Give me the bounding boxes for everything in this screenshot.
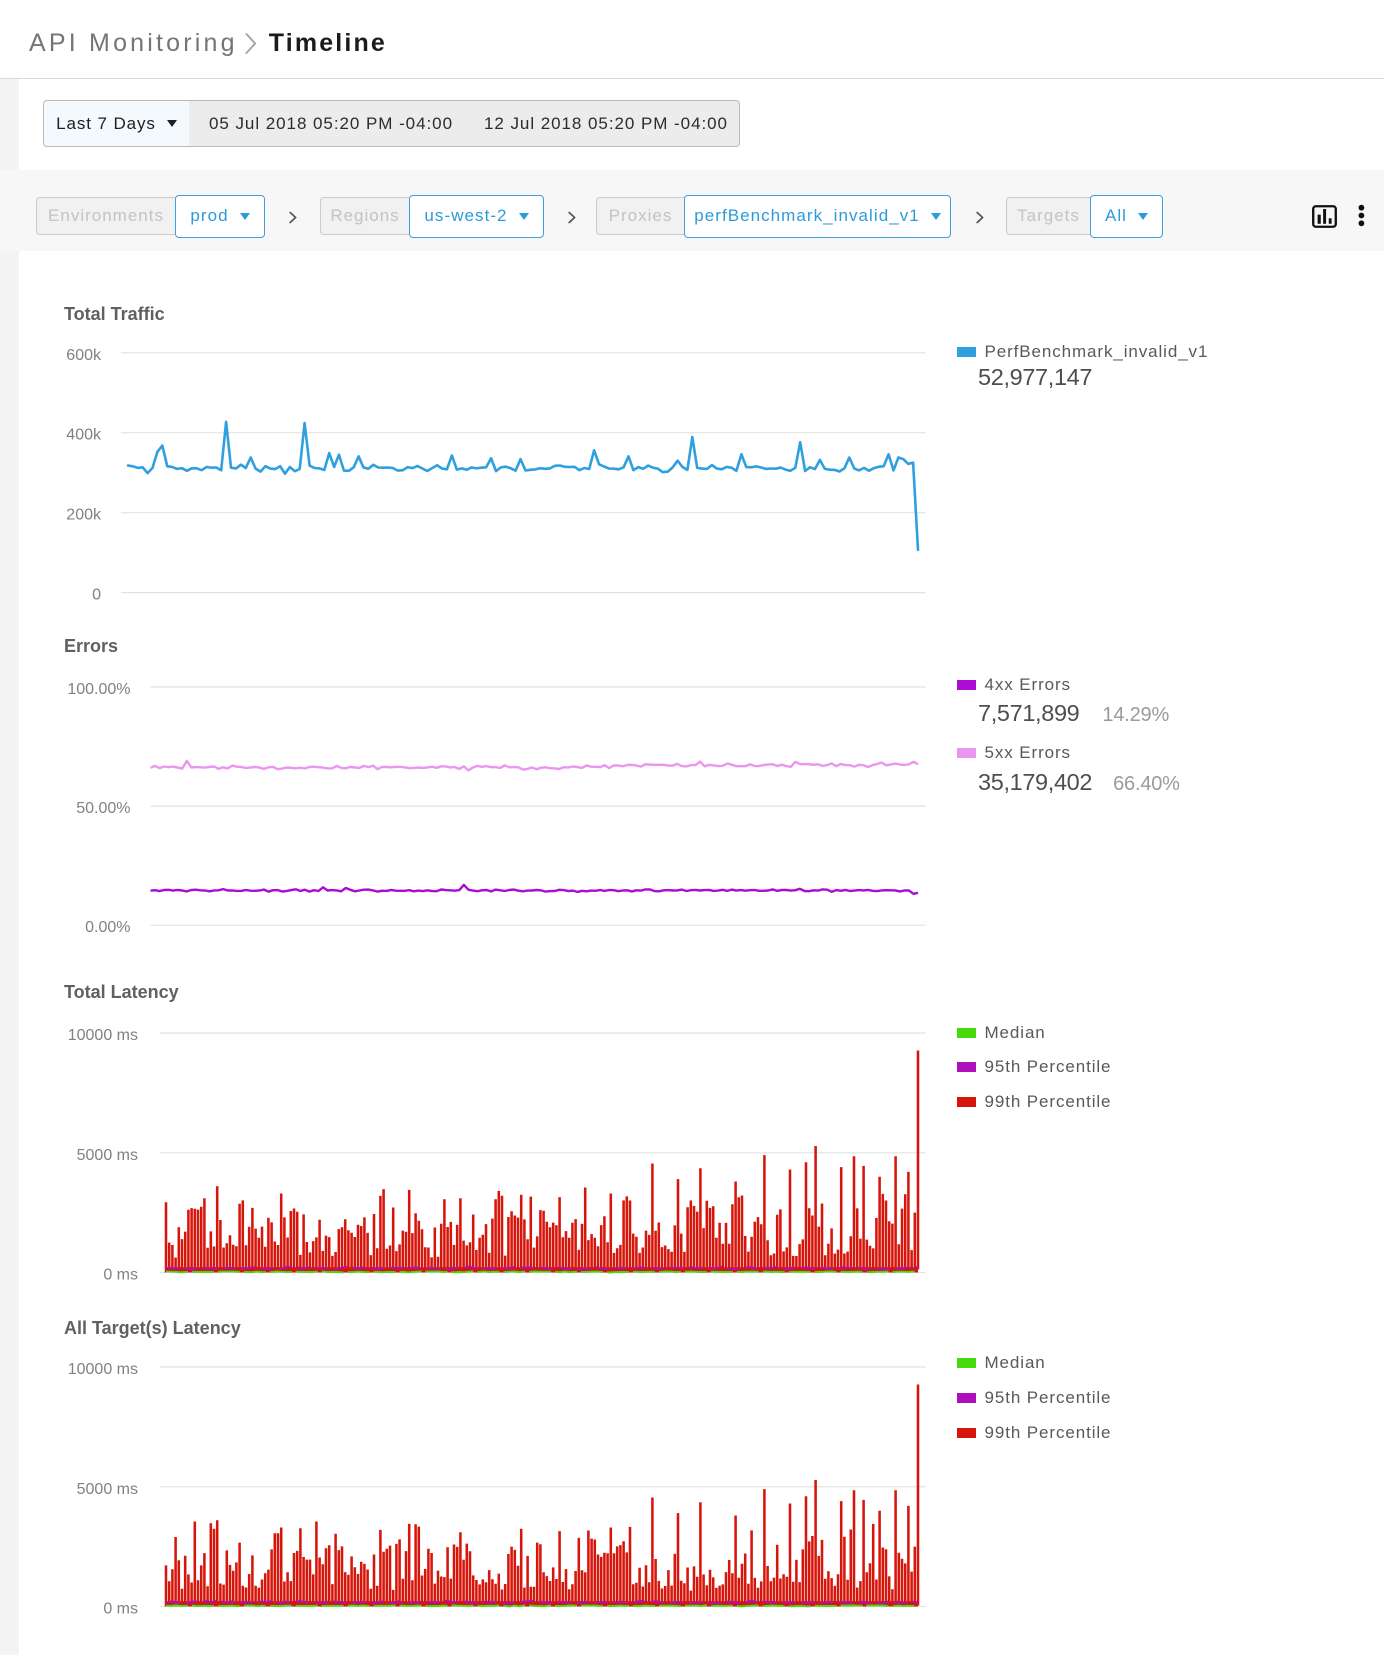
- svg-text:0 ms: 0 ms: [103, 1267, 138, 1284]
- svg-text:0.00%: 0.00%: [85, 919, 130, 936]
- svg-text:5000 ms: 5000 ms: [77, 1147, 138, 1164]
- svg-text:600k: 600k: [66, 347, 102, 364]
- svg-text:400k: 400k: [66, 427, 102, 444]
- svg-text:50.00%: 50.00%: [76, 800, 130, 817]
- svg-text:10000 ms: 10000 ms: [68, 1027, 138, 1044]
- svg-text:100.00%: 100.00%: [67, 681, 130, 698]
- svg-text:5000 ms: 5000 ms: [77, 1481, 138, 1498]
- svg-text:10000 ms: 10000 ms: [68, 1361, 138, 1378]
- svg-text:0: 0: [92, 587, 101, 604]
- svg-text:200k: 200k: [66, 507, 102, 524]
- svg-text:0 ms: 0 ms: [103, 1601, 138, 1618]
